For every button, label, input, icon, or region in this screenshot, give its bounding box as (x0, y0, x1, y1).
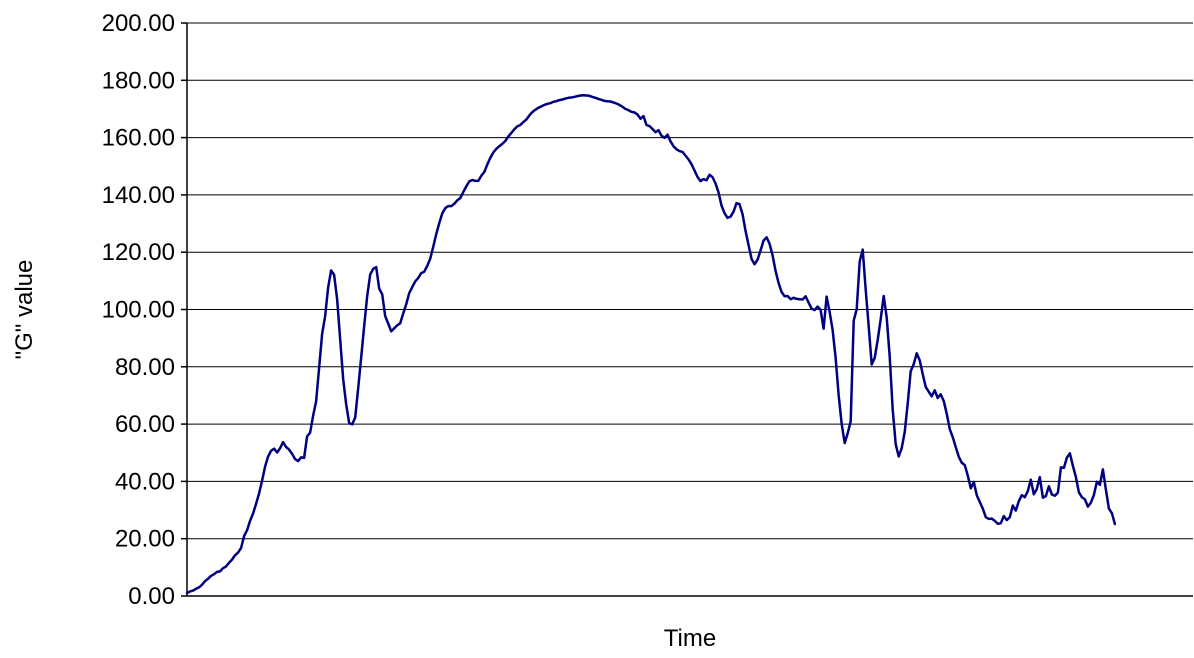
y-tick-labels: 0.00 20.00 40.00 60.00 80.00 100.00 120.00 140.… (102, 10, 187, 610)
y-tick-label: 160.00 (102, 125, 175, 152)
y-tick-label: 60.00 (115, 411, 175, 438)
series-line (185, 93, 1117, 595)
y-tick-label: 100.00 (102, 297, 175, 324)
y-tick-label: 180.00 (102, 67, 175, 94)
y-tick-label: 20.00 (115, 526, 175, 553)
y-axis-title: "G" value (11, 260, 38, 360)
gridlines (187, 22, 1193, 540)
y-tick-label: 0.00 (128, 583, 175, 610)
y-tick-label: 200.00 (102, 10, 175, 37)
y-tick-label: 40.00 (115, 468, 175, 495)
x-axis-title: Time (664, 625, 716, 652)
y-tick-label: 140.00 (102, 182, 175, 209)
y-tick-label: 120.00 (102, 239, 175, 266)
y-tick-label: 80.00 (115, 354, 175, 381)
